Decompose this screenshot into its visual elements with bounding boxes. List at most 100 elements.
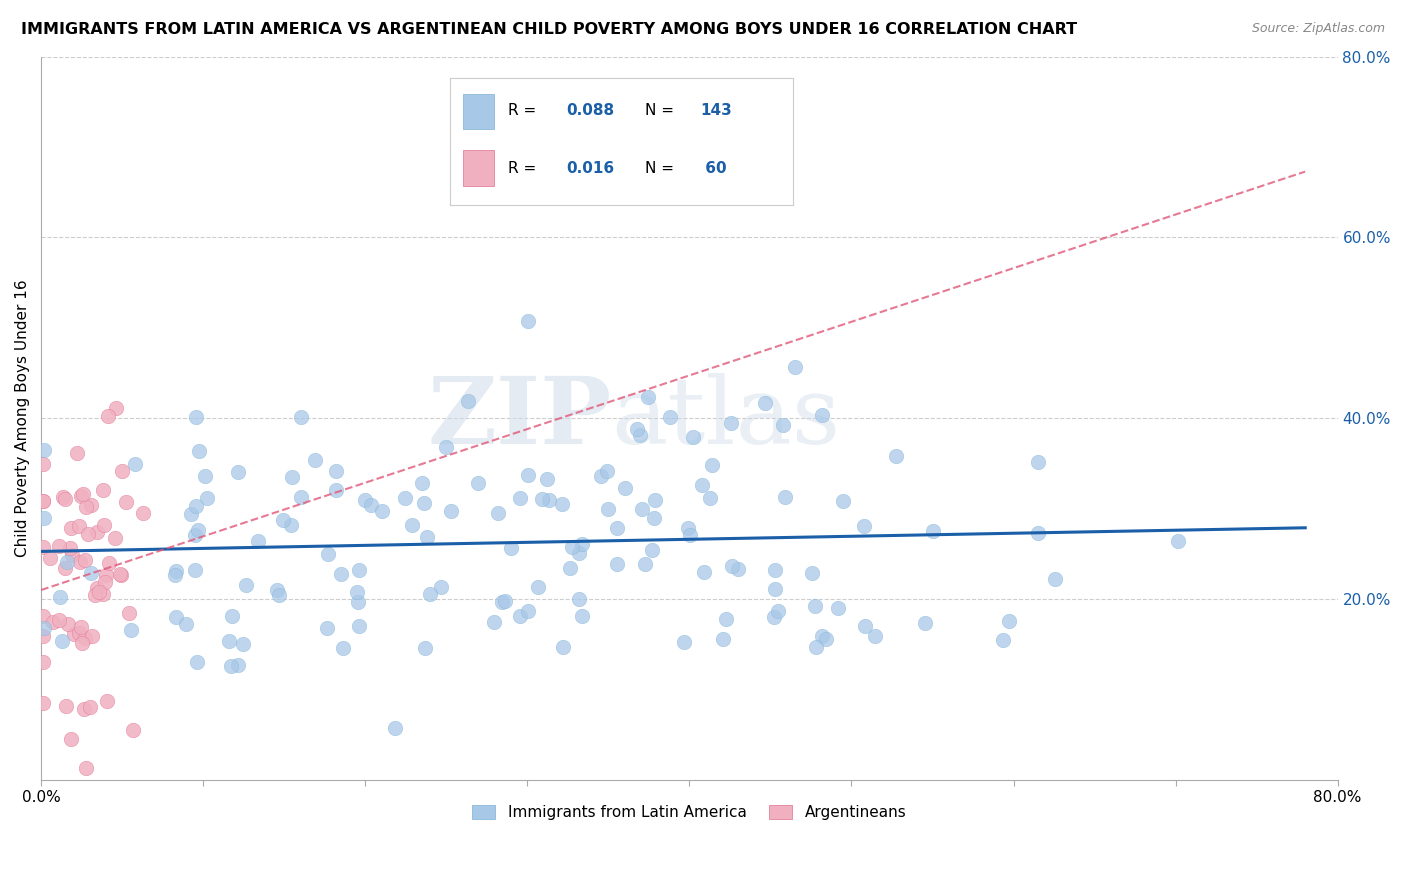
Point xyxy=(315,621,337,635)
Point xyxy=(596,464,619,478)
Point xyxy=(31,655,53,669)
Y-axis label: Child Poverty Among Boys Under 16: Child Poverty Among Boys Under 16 xyxy=(15,279,30,557)
Point xyxy=(280,518,302,533)
Point xyxy=(246,533,269,548)
Point xyxy=(96,694,118,708)
Point xyxy=(330,566,353,581)
Point xyxy=(692,565,714,579)
Point xyxy=(184,410,207,425)
Point xyxy=(60,731,83,746)
Point xyxy=(235,577,257,591)
Point xyxy=(1043,572,1066,586)
Point xyxy=(811,408,834,422)
Point xyxy=(31,494,53,508)
Point xyxy=(606,558,628,572)
Point xyxy=(765,582,787,596)
Point xyxy=(596,502,619,516)
Point xyxy=(34,621,56,635)
Point xyxy=(699,491,721,506)
Point xyxy=(165,610,187,624)
Point xyxy=(509,491,531,505)
Point xyxy=(785,360,807,375)
Legend: Immigrants from Latin America, Argentineans: Immigrants from Latin America, Argentine… xyxy=(467,798,912,826)
Point xyxy=(31,540,53,554)
Point xyxy=(52,491,75,505)
Point xyxy=(59,541,82,555)
Point xyxy=(180,507,202,521)
Point xyxy=(457,393,479,408)
Point xyxy=(537,493,560,508)
Point xyxy=(571,537,593,551)
Point xyxy=(31,609,53,624)
Point xyxy=(271,513,294,527)
Point xyxy=(51,633,73,648)
Point xyxy=(124,458,146,472)
Point xyxy=(97,556,120,570)
Point xyxy=(700,458,723,473)
Point xyxy=(354,492,377,507)
Point xyxy=(31,697,53,711)
Point xyxy=(568,546,591,560)
Point xyxy=(39,550,62,565)
Point xyxy=(48,613,70,627)
Point xyxy=(614,482,637,496)
Point xyxy=(316,547,339,561)
Point xyxy=(416,530,439,544)
Point xyxy=(921,524,943,539)
Point xyxy=(266,583,288,598)
Point xyxy=(165,564,187,578)
Point xyxy=(644,492,666,507)
Point xyxy=(269,588,291,602)
Point xyxy=(93,518,115,533)
Point xyxy=(31,629,53,643)
Point xyxy=(631,502,654,516)
Point xyxy=(48,590,70,604)
Point xyxy=(440,504,463,518)
Point xyxy=(832,494,855,508)
Point xyxy=(659,410,682,425)
Point xyxy=(91,587,114,601)
Point xyxy=(75,553,97,567)
Point xyxy=(70,489,93,503)
Point xyxy=(66,446,89,460)
Point xyxy=(86,525,108,540)
Point xyxy=(763,563,786,577)
Point xyxy=(72,635,94,649)
Point xyxy=(48,539,70,553)
Point xyxy=(643,511,665,525)
Point xyxy=(371,504,394,518)
Point xyxy=(63,627,86,641)
Point xyxy=(67,518,90,533)
Point xyxy=(676,521,699,535)
Point xyxy=(91,483,114,497)
Point xyxy=(176,617,198,632)
Point xyxy=(184,528,207,542)
Point xyxy=(413,496,436,510)
Point xyxy=(60,549,83,563)
Point xyxy=(346,594,368,608)
Point xyxy=(360,498,382,512)
Point xyxy=(772,418,794,433)
Point xyxy=(727,562,749,576)
Point xyxy=(163,568,186,582)
Point xyxy=(589,469,612,483)
Point xyxy=(509,608,531,623)
Point xyxy=(571,609,593,624)
Text: atlas: atlas xyxy=(612,373,841,463)
Point xyxy=(852,519,875,533)
Point xyxy=(87,585,110,599)
Point xyxy=(347,563,370,577)
Point xyxy=(401,518,423,533)
Point xyxy=(766,604,789,618)
Point xyxy=(491,595,513,609)
Text: ZIP: ZIP xyxy=(427,373,612,463)
Point xyxy=(117,606,139,620)
Point xyxy=(58,617,80,632)
Point xyxy=(84,588,107,602)
Point xyxy=(120,623,142,637)
Point xyxy=(800,566,823,580)
Point xyxy=(67,626,90,640)
Point xyxy=(80,498,103,512)
Point xyxy=(568,592,591,607)
Point xyxy=(325,483,347,497)
